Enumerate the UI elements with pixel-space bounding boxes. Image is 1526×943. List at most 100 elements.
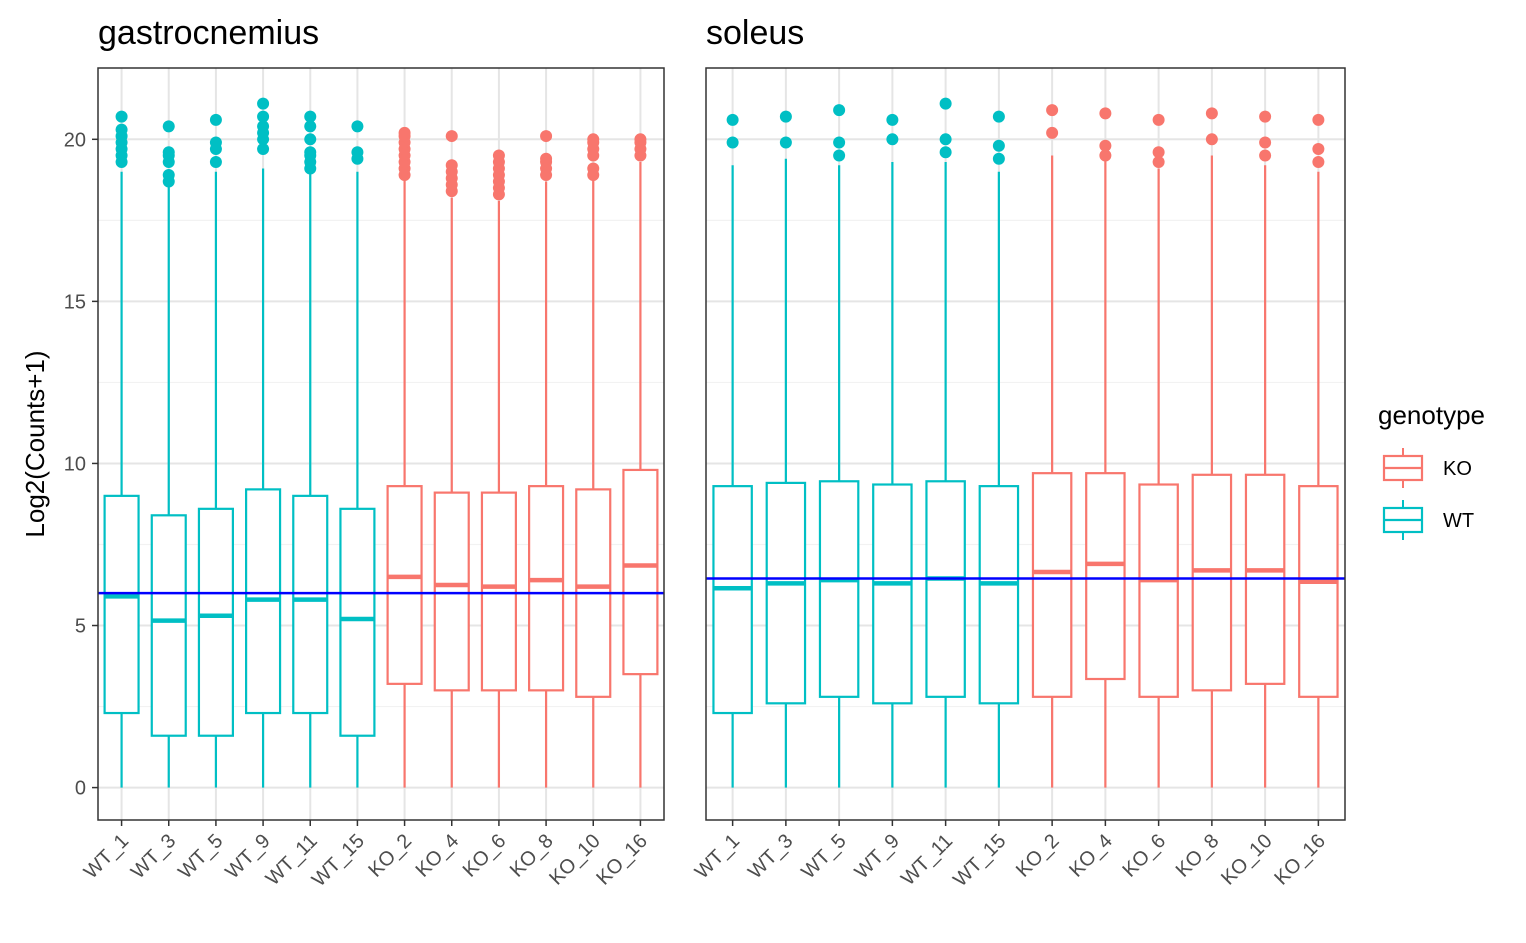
legend-label: KO xyxy=(1443,458,1472,480)
box-iqr xyxy=(1138,483,1179,698)
outlier-point xyxy=(257,110,270,123)
outlier-point xyxy=(540,130,553,143)
box-KO_8 xyxy=(1191,107,1233,788)
outlier-point xyxy=(939,97,952,110)
outlier-point xyxy=(445,130,458,143)
panel-background xyxy=(98,68,664,820)
box-iqr xyxy=(480,491,517,692)
x-tick-label: KO_6 xyxy=(1118,830,1170,882)
outlier-point xyxy=(1259,136,1272,149)
box-iqr xyxy=(150,514,187,737)
panel-background xyxy=(706,68,1345,820)
outlier-point xyxy=(304,110,317,123)
outlier-point xyxy=(257,143,270,156)
x-tick-label: KO_16 xyxy=(592,830,652,890)
outlier-point xyxy=(492,149,505,162)
outlier-point xyxy=(351,120,364,133)
outlier-point xyxy=(1205,133,1218,146)
outlier-point xyxy=(304,133,317,146)
outlier-point xyxy=(1099,139,1112,152)
panel-gastrocnemius: gastrocnemius05101520WT_1WT_3WT_5WT_9WT_… xyxy=(64,14,665,891)
x-tick-label: KO_4 xyxy=(1065,830,1117,882)
box-WT_1 xyxy=(712,113,753,788)
x-tick-label: WT_9 xyxy=(851,830,904,883)
outlier-point xyxy=(304,146,317,159)
box-iqr xyxy=(925,480,966,698)
outlier-point xyxy=(726,136,739,149)
outlier-point xyxy=(304,120,317,133)
outlier-point xyxy=(1312,143,1325,156)
box-KO_2 xyxy=(386,126,423,788)
box-iqr xyxy=(433,491,470,692)
outlier-point xyxy=(992,139,1005,152)
legend: genotype KO WT xyxy=(1378,400,1485,540)
x-tick-label: WT_15 xyxy=(949,830,1010,891)
outlier-point xyxy=(726,113,739,126)
box-iqr xyxy=(712,485,753,715)
box-KO_4 xyxy=(433,130,470,788)
x-tick-label: WT_5 xyxy=(174,830,227,883)
box-KO_6 xyxy=(1138,113,1179,788)
box-iqr xyxy=(1031,472,1073,698)
box-WT_1 xyxy=(103,110,140,788)
box-iqr xyxy=(978,485,1020,705)
outlier-point xyxy=(886,133,899,146)
legend-key-KO xyxy=(1382,448,1424,488)
box-WT_5 xyxy=(197,113,234,788)
box-WT_9 xyxy=(245,97,282,788)
outlier-point xyxy=(833,104,846,117)
outlier-point xyxy=(1152,156,1165,168)
outlier-point xyxy=(257,97,270,110)
box-KO_16 xyxy=(1298,113,1339,788)
x-tick-label: WT_3 xyxy=(744,830,797,883)
x-tick-label: KO_2 xyxy=(364,830,416,882)
x-tick-label: KO_10 xyxy=(1217,830,1277,890)
box-KO_6 xyxy=(480,149,517,788)
outlier-point xyxy=(833,149,846,162)
box-KO_16 xyxy=(622,133,659,788)
box-iqr xyxy=(386,485,423,685)
outlier-point xyxy=(1259,149,1272,162)
box-iqr xyxy=(622,468,659,676)
outlier-point xyxy=(209,136,222,149)
outlier-point xyxy=(445,159,458,172)
outlier-point xyxy=(587,162,600,175)
panel-title: soleus xyxy=(706,14,804,52)
x-tick-label: KO_16 xyxy=(1270,830,1330,890)
outlier-point xyxy=(1259,110,1272,123)
outlier-point xyxy=(1046,104,1059,117)
box-KO_2 xyxy=(1031,104,1073,788)
outlier-point xyxy=(833,136,846,149)
box-WT_9 xyxy=(872,113,913,788)
box-iqr xyxy=(1298,485,1339,698)
outlier-point xyxy=(398,126,411,139)
legend-label: WT xyxy=(1443,510,1474,532)
x-tick-label: WT_1 xyxy=(80,830,133,883)
x-tick-label: WT_3 xyxy=(127,830,180,883)
box-WT_3 xyxy=(765,110,807,788)
x-tick-label: KO_6 xyxy=(459,830,511,882)
y-tick-label: 5 xyxy=(75,616,86,638)
outlier-point xyxy=(162,146,175,159)
y-tick-label: 20 xyxy=(64,129,86,151)
outlier-point xyxy=(115,110,128,123)
outlier-point xyxy=(1099,149,1112,162)
x-tick-label: WT_11 xyxy=(897,830,957,890)
outlier-point xyxy=(779,110,792,123)
box-iqr xyxy=(872,483,913,705)
outlier-point xyxy=(939,133,952,146)
x-tick-label: WT_5 xyxy=(797,830,850,883)
box-iqr xyxy=(197,507,234,737)
panel-border xyxy=(705,67,1346,821)
x-tick-label: KO_4 xyxy=(412,830,464,882)
outlier-point xyxy=(162,120,175,133)
x-tick-label: KO_8 xyxy=(1172,830,1224,882)
box-iqr xyxy=(339,507,376,737)
box-iqr xyxy=(103,494,140,715)
outlier-point xyxy=(257,120,270,133)
outlier-point xyxy=(1099,107,1112,120)
y-tick-label: 10 xyxy=(64,453,86,475)
outlier-point xyxy=(1205,107,1218,120)
